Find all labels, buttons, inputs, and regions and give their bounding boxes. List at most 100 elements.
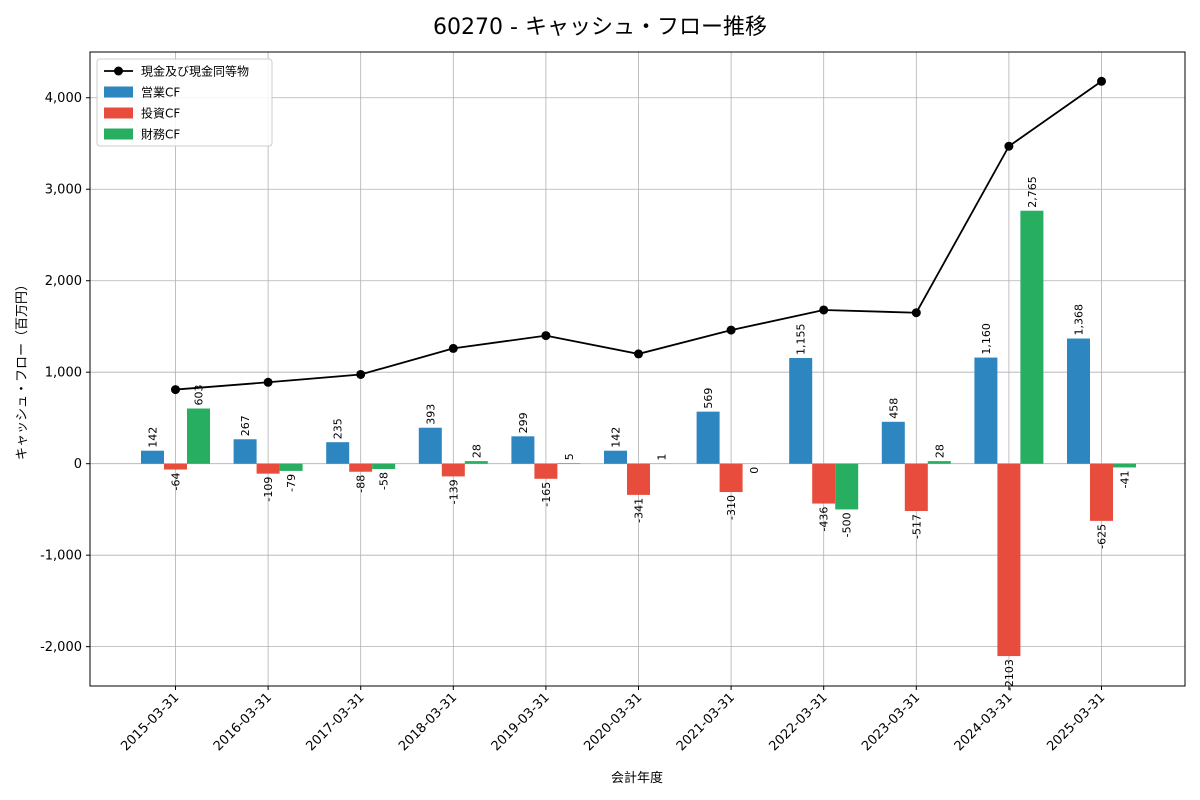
bar-operating [789,358,813,464]
data-label: -500 [841,512,854,537]
bar-investing [1090,463,1113,521]
x-tick-label: 2017-03-31 [303,690,367,754]
x-tick-label: 2025-03-31 [1044,690,1108,754]
legend-label: 営業CF [141,86,180,100]
bar-financing [835,463,859,510]
data-label: 1,160 [980,323,993,355]
bar-operating [326,442,350,464]
data-label: 5 [563,453,576,460]
x-tick-label: 2019-03-31 [489,690,553,754]
cash-line-point [911,308,921,318]
legend-label: 投資CF [141,106,180,121]
y-axis-label: キャッシュ・フロー（百万円） [15,278,30,460]
cash-line-point [448,343,458,353]
bar-investing [719,463,743,493]
bar-operating [511,436,535,464]
bar-investing [349,463,373,472]
data-label: -2103 [1003,659,1016,691]
bar-operating [696,411,720,464]
bar-operating [233,439,257,464]
bar-investing [256,463,280,474]
x-tick-label: 2021-03-31 [674,690,738,754]
y-tick-label: 4,000 [45,91,82,106]
x-tick-label: 2020-03-31 [581,690,645,754]
data-label: 393 [424,404,437,425]
data-label: 267 [239,415,252,436]
y-tick-label: 3,000 [45,183,82,198]
legend-label: 現金及び現金同等物 [141,64,249,79]
legend-box [96,58,273,147]
data-label: -88 [355,475,368,493]
bar-financing [372,463,396,469]
data-label: -436 [818,507,831,532]
y-tick-label: -1,000 [40,549,82,564]
data-label: -517 [910,514,923,539]
legend-swatch [104,107,133,119]
cash-line-point [1097,76,1106,86]
y-tick-label: 1,000 [45,366,82,381]
bar-financing [464,461,488,464]
data-label: 569 [702,388,715,409]
data-label: 235 [332,418,345,439]
data-label: -625 [1096,524,1109,549]
x-tick-label: 2023-03-31 [859,690,923,754]
bar-financing [927,461,951,464]
bar-investing [164,463,187,470]
bar-investing [812,463,836,504]
cash-line-point [819,305,829,315]
legend-swatch [104,86,133,98]
bar-operating [604,450,627,464]
cash-line-point [541,331,551,341]
data-label: -310 [725,495,738,520]
data-label: -109 [262,477,275,502]
cash-line-point [263,377,273,387]
cash-line-point [171,385,180,395]
bars [141,210,1136,657]
cash-line-point [1004,141,1014,151]
y-tick-label: 0 [74,457,82,472]
legend-swatch [104,128,133,140]
data-label: 603 [193,385,206,406]
bar-operating [1067,338,1090,464]
data-label: 28 [470,444,483,458]
data-label: 2,765 [1026,176,1039,208]
data-label: 142 [610,427,623,448]
grid-lines [90,52,1185,686]
y-tick-label: 2,000 [45,274,82,289]
data-label: -165 [540,482,553,507]
data-label: 0 [748,467,761,474]
data-label: 142 [147,427,160,448]
data-label: -341 [633,498,646,523]
x-tick-label: 2016-03-31 [211,690,275,754]
x-tick-label: 2024-03-31 [952,690,1016,754]
data-label: 1,368 [1073,304,1086,336]
data-labels: 142 267 235 393 299 142 569 1,155 458 1,160 1,368 -… [147,176,1132,691]
x-tick-label: 2022-03-31 [766,690,830,754]
cash-line-point [356,369,366,379]
bar-operating [141,450,164,464]
bar-operating [418,427,442,464]
x-axis-label: 会計年度 [611,770,663,786]
cash-line [171,76,1106,395]
data-label: -41 [1119,470,1132,488]
data-label: -58 [378,472,391,490]
bar-financing [1113,463,1136,468]
bar-financing [1020,210,1044,464]
data-label: -79 [285,474,298,492]
cash-line-point [726,325,736,335]
bar-investing [997,463,1021,657]
chart-title: 60270 - キャッシュ・フロー推移 [433,15,767,40]
cash-line-point [634,349,643,359]
data-label: 1,155 [795,324,808,356]
data-label: -139 [447,479,460,504]
data-label: 458 [887,398,900,419]
data-label: 28 [933,444,946,458]
legend-marker [114,66,123,76]
legend-label: 財務CF [141,127,180,142]
x-tick-label: 2018-03-31 [396,690,460,754]
bar-operating [974,357,998,464]
y-tick-label: -2,000 [40,640,82,655]
